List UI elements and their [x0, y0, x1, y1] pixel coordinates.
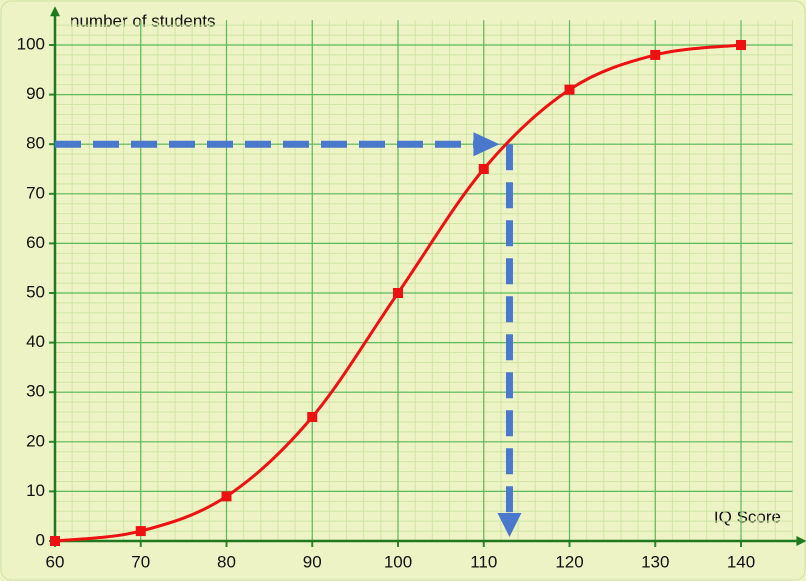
y-axis-label: number of students [70, 11, 216, 30]
x-tick-label: 70 [131, 552, 150, 571]
y-tick-label: 100 [17, 34, 45, 53]
y-tick-label: 50 [26, 282, 45, 301]
x-tick-label: 60 [46, 552, 65, 571]
reading-arrowhead [497, 513, 522, 537]
y-tick-label: 70 [26, 183, 45, 202]
y-tick-label: 80 [26, 134, 45, 153]
x-tick-label: 80 [217, 552, 236, 571]
point [221, 491, 232, 502]
x-axis-label: IQ Score [714, 507, 781, 526]
x-tick-label: 140 [727, 552, 755, 571]
point [650, 49, 661, 60]
point [736, 40, 746, 50]
y-tick-label: 40 [26, 332, 45, 351]
x-tick-label: 90 [303, 552, 322, 571]
point [478, 164, 489, 174]
y-tick-label: 30 [26, 382, 45, 401]
y-tick-label: 10 [26, 481, 45, 500]
x-tick-label: 100 [384, 552, 412, 571]
point [307, 412, 318, 422]
x-tick-label: 130 [641, 552, 669, 571]
point [50, 536, 60, 546]
point [135, 526, 146, 537]
reading-arrowhead [473, 132, 500, 157]
x-tick-label: 110 [470, 552, 497, 571]
y-tick-label: 0 [36, 530, 45, 549]
point [393, 288, 403, 298]
x-axis-arrow [796, 536, 806, 546]
y-tick-label: 60 [26, 233, 45, 252]
x-tick-label: 120 [555, 552, 583, 571]
y-tick-label: 20 [26, 431, 45, 450]
y-tick-label: 90 [26, 84, 45, 103]
point [564, 84, 575, 95]
y-axis-arrow [50, 6, 60, 17]
